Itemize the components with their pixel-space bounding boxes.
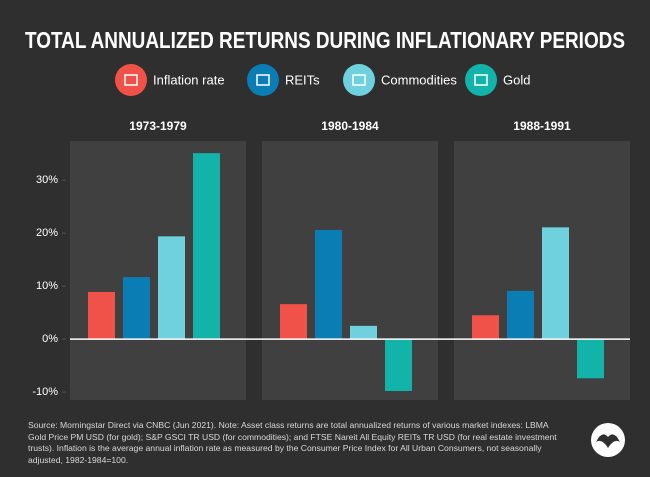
legend-glyph	[124, 74, 138, 86]
bar	[385, 339, 412, 391]
legend-label: Commodities	[381, 72, 457, 87]
legend-label: Inflation rate	[153, 72, 225, 87]
panel-title: 1980-1984	[321, 119, 379, 133]
y-tick-label: 0%	[42, 333, 58, 345]
legend-glyph	[352, 74, 366, 86]
y-tick-label: 10%	[36, 280, 58, 292]
legend-icon	[115, 64, 147, 96]
panel-title: 1988-1991	[513, 119, 571, 133]
y-tick-label: 20%	[36, 227, 58, 239]
legend-label: REITs	[285, 72, 320, 87]
y-tick-label: 30%	[36, 174, 58, 186]
bar	[123, 277, 150, 340]
chart-title: TOTAL ANNUALIZED RETURNS DURING INFLATIO…	[25, 27, 625, 53]
legend-glyph	[474, 74, 488, 86]
bar	[88, 291, 115, 340]
legend-icon	[247, 64, 279, 96]
legend-glyph	[256, 74, 270, 86]
panel-title: 1973-1979	[129, 119, 187, 133]
bar	[193, 153, 220, 340]
bar	[350, 325, 377, 340]
source-note: Source: Morningstar Direct via CNBC (Jun…	[28, 420, 557, 465]
bar	[577, 339, 604, 379]
bar	[507, 290, 534, 340]
bar	[315, 229, 342, 340]
legend-icon	[343, 64, 375, 96]
bar	[542, 227, 569, 340]
bar	[472, 315, 499, 340]
bar	[158, 236, 185, 340]
legend-icon	[465, 64, 497, 96]
bar	[280, 304, 307, 340]
logo	[591, 423, 625, 457]
y-tick-label: -10%	[32, 386, 58, 398]
legend-label: Gold	[503, 72, 530, 87]
